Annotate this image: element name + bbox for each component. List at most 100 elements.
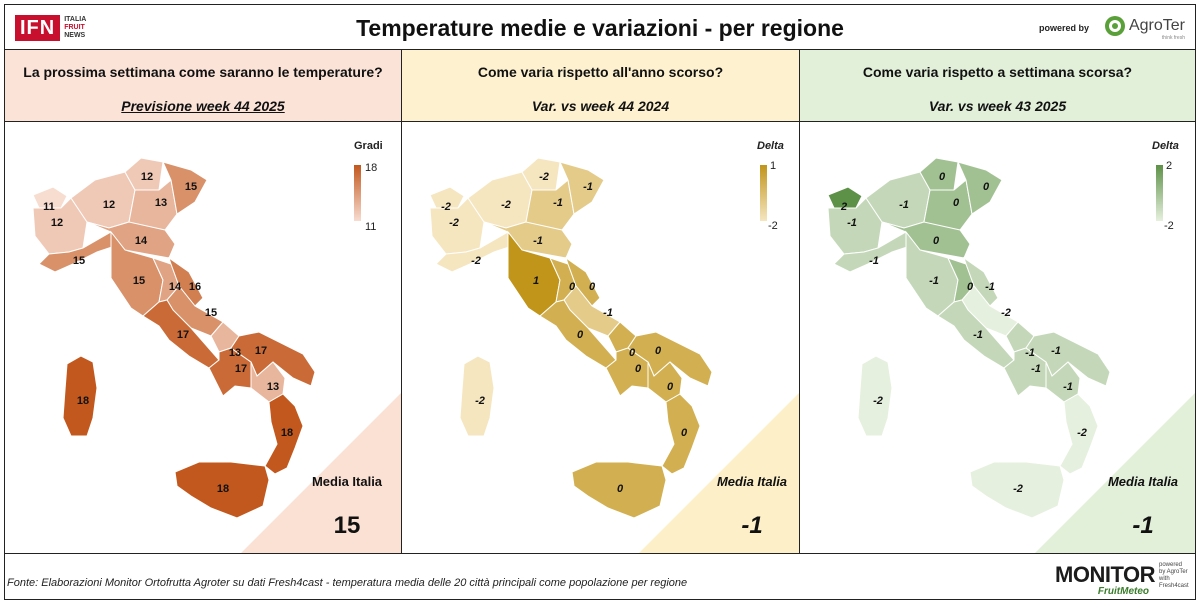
region-calabria <box>1059 393 1099 475</box>
region-lazio <box>142 299 220 369</box>
panel-3-media-value: -1 <box>1132 512 1154 539</box>
region-calabria <box>661 393 701 475</box>
region-value-abruzzo: 15 <box>205 307 217 319</box>
region-value-umbria: 0 <box>967 281 974 293</box>
region-lazio <box>539 299 617 369</box>
monitor-powered-note: powered by AgroTer with Fresh4cast <box>1159 562 1189 589</box>
region-value-marche: 0 <box>589 281 596 293</box>
region-value-molise: -1 <box>1025 347 1035 359</box>
powered-by-label: powered by <box>1038 23 1089 33</box>
footer: Fonte: Elaborazioni Monitor Ortofrutta A… <box>5 554 1195 599</box>
region-value-liguria: -2 <box>471 255 481 267</box>
region-value-basilicata: 0 <box>667 381 674 393</box>
region-value-abruzzo: -1 <box>603 307 613 319</box>
region-value-emilia-romagna: 0 <box>933 235 940 247</box>
region-value-basilicata: 13 <box>267 381 279 393</box>
panel-1-media-label: Media Italia <box>311 474 383 489</box>
panel-3-legend-title: Delta <box>1152 140 1179 152</box>
region-value-puglia: 0 <box>655 345 662 357</box>
region-value-trentino-alto-adige: 0 <box>939 171 946 183</box>
region-puglia <box>1025 331 1111 387</box>
panel-2-media-label: Media Italia <box>716 474 788 489</box>
region-value-campania: 0 <box>635 363 642 375</box>
region-value-friuli-venezia-giulia: 15 <box>185 181 197 193</box>
panel-2-legend-min: -2 <box>768 220 778 232</box>
region-value-molise: 13 <box>229 347 241 359</box>
region-value-calabria: 0 <box>681 427 688 439</box>
region-value-marche: -1 <box>985 281 995 293</box>
panel-1-italy-map: 11 12 12 12 13 15 15 14 15 14 16 15 17 13 17 17 13 18 18 18 <box>32 157 316 519</box>
panel-2-map-area: -2 -2 -2 -2 -1 -1 -2 -1 1 0 0 -1 0 0 0 0 0 0 0 -2 Delta 1 -… <box>402 122 800 554</box>
region-value-lazio: -1 <box>973 329 983 341</box>
ifn-logo-line-1: ITALIA <box>64 16 87 23</box>
panel-3-legend-min: -2 <box>1164 220 1174 232</box>
panel-2-subtitle: Var. vs week 44 2024 <box>531 98 670 114</box>
region-value-liguria: 15 <box>73 255 85 267</box>
panel-1-subtitle: Previsione week 44 2025 <box>121 98 285 114</box>
region-value-basilicata: -1 <box>1063 381 1073 393</box>
panel-1-corner-shade <box>241 393 401 553</box>
agroter-leaf-icon <box>1104 16 1125 36</box>
region-trentino-alto-adige <box>521 157 561 191</box>
region-puglia <box>230 331 316 387</box>
region-valle-d-aosta <box>429 186 465 209</box>
agroter-name: AgroTer <box>1128 17 1185 34</box>
panel-2-header: Come varia rispetto all'anno scorso? Var… <box>402 50 800 122</box>
ifn-logo-mark: IFN <box>15 15 61 41</box>
region-sicilia <box>969 461 1065 519</box>
region-value-emilia-romagna: -1 <box>533 235 543 247</box>
source-note: Fonte: Elaborazioni Monitor Ortofrutta A… <box>7 577 688 589</box>
region-value-lombardia: 12 <box>103 199 115 211</box>
panel-2-media-value: -1 <box>741 512 763 539</box>
header-bar: IFN ITALIA FRUIT NEWS Temperature medie … <box>5 5 1195 50</box>
region-value-puglia: 17 <box>255 345 267 357</box>
region-value-lazio: 0 <box>577 329 584 341</box>
region-trentino-alto-adige <box>919 157 959 191</box>
region-value-sardegna: 18 <box>77 395 89 407</box>
ifn-logo-line-3: NEWS <box>64 32 86 39</box>
region-value-lombardia: -2 <box>501 199 511 211</box>
monitor-logo-subtitle: FruitMeteo <box>1097 586 1149 597</box>
region-value-valle-d-aosta: 2 <box>840 201 847 213</box>
infographic-frame: IFN ITALIA FRUIT NEWS Temperature medie … <box>4 4 1196 600</box>
region-value-umbria: 14 <box>169 281 182 293</box>
region-basilicata <box>250 361 286 403</box>
panel-1-question: La prossima settimana come saranno le te… <box>23 64 383 80</box>
region-value-lombardia: -1 <box>899 199 909 211</box>
agroter-tagline: think fresh <box>1161 35 1185 41</box>
region-value-veneto: 0 <box>953 197 960 209</box>
region-value-marche: 16 <box>189 281 201 293</box>
monitor-logo-title: MONITOR <box>1055 562 1155 587</box>
ifn-logo-line-2: FRUIT <box>64 24 85 31</box>
panel-2-legend-max: 1 <box>770 160 777 172</box>
region-value-liguria: -1 <box>869 255 879 267</box>
panel-2-legend-bar <box>760 165 767 221</box>
panel-3-subtitle: Var. vs week 43 2025 <box>928 98 1067 114</box>
region-basilicata <box>647 361 683 403</box>
region-value-sardegna: -2 <box>475 395 485 407</box>
region-value-sicilia: 18 <box>217 483 229 495</box>
region-friuli-venezia-giulia <box>162 161 208 215</box>
panel-2-corner-shade <box>639 393 799 553</box>
region-lazio <box>937 299 1015 369</box>
page-title: Temperature medie e variazioni - per reg… <box>356 15 844 41</box>
panel-3-legend-max: 2 <box>1166 160 1173 172</box>
region-value-puglia: -1 <box>1051 345 1061 357</box>
region-value-lazio: 17 <box>177 329 189 341</box>
region-sicilia <box>571 461 667 519</box>
panel-3-map-area: 2 -1 -1 0 0 0 -1 0 -1 0 -1 -2 -1 -1 -1 -1 -1 -2 -2 -2 Delta… <box>800 122 1195 554</box>
region-liguria <box>833 231 917 273</box>
region-sardegna <box>62 355 98 437</box>
region-value-sicilia: 0 <box>617 483 624 495</box>
region-value-campania: 17 <box>235 363 247 375</box>
panel-3-legend-bar <box>1156 165 1163 221</box>
panel-3-header: Come varia rispetto a settimana scorsa? … <box>800 50 1195 122</box>
region-value-toscana: -1 <box>929 275 939 287</box>
panel-3-media-label: Media Italia <box>1107 474 1179 489</box>
region-value-umbria: 0 <box>569 281 576 293</box>
region-value-toscana: 15 <box>133 275 145 287</box>
region-value-emilia-romagna: 14 <box>135 235 148 247</box>
panel-1-header: La prossima settimana come saranno le te… <box>5 50 402 122</box>
region-value-molise: 0 <box>629 347 636 359</box>
